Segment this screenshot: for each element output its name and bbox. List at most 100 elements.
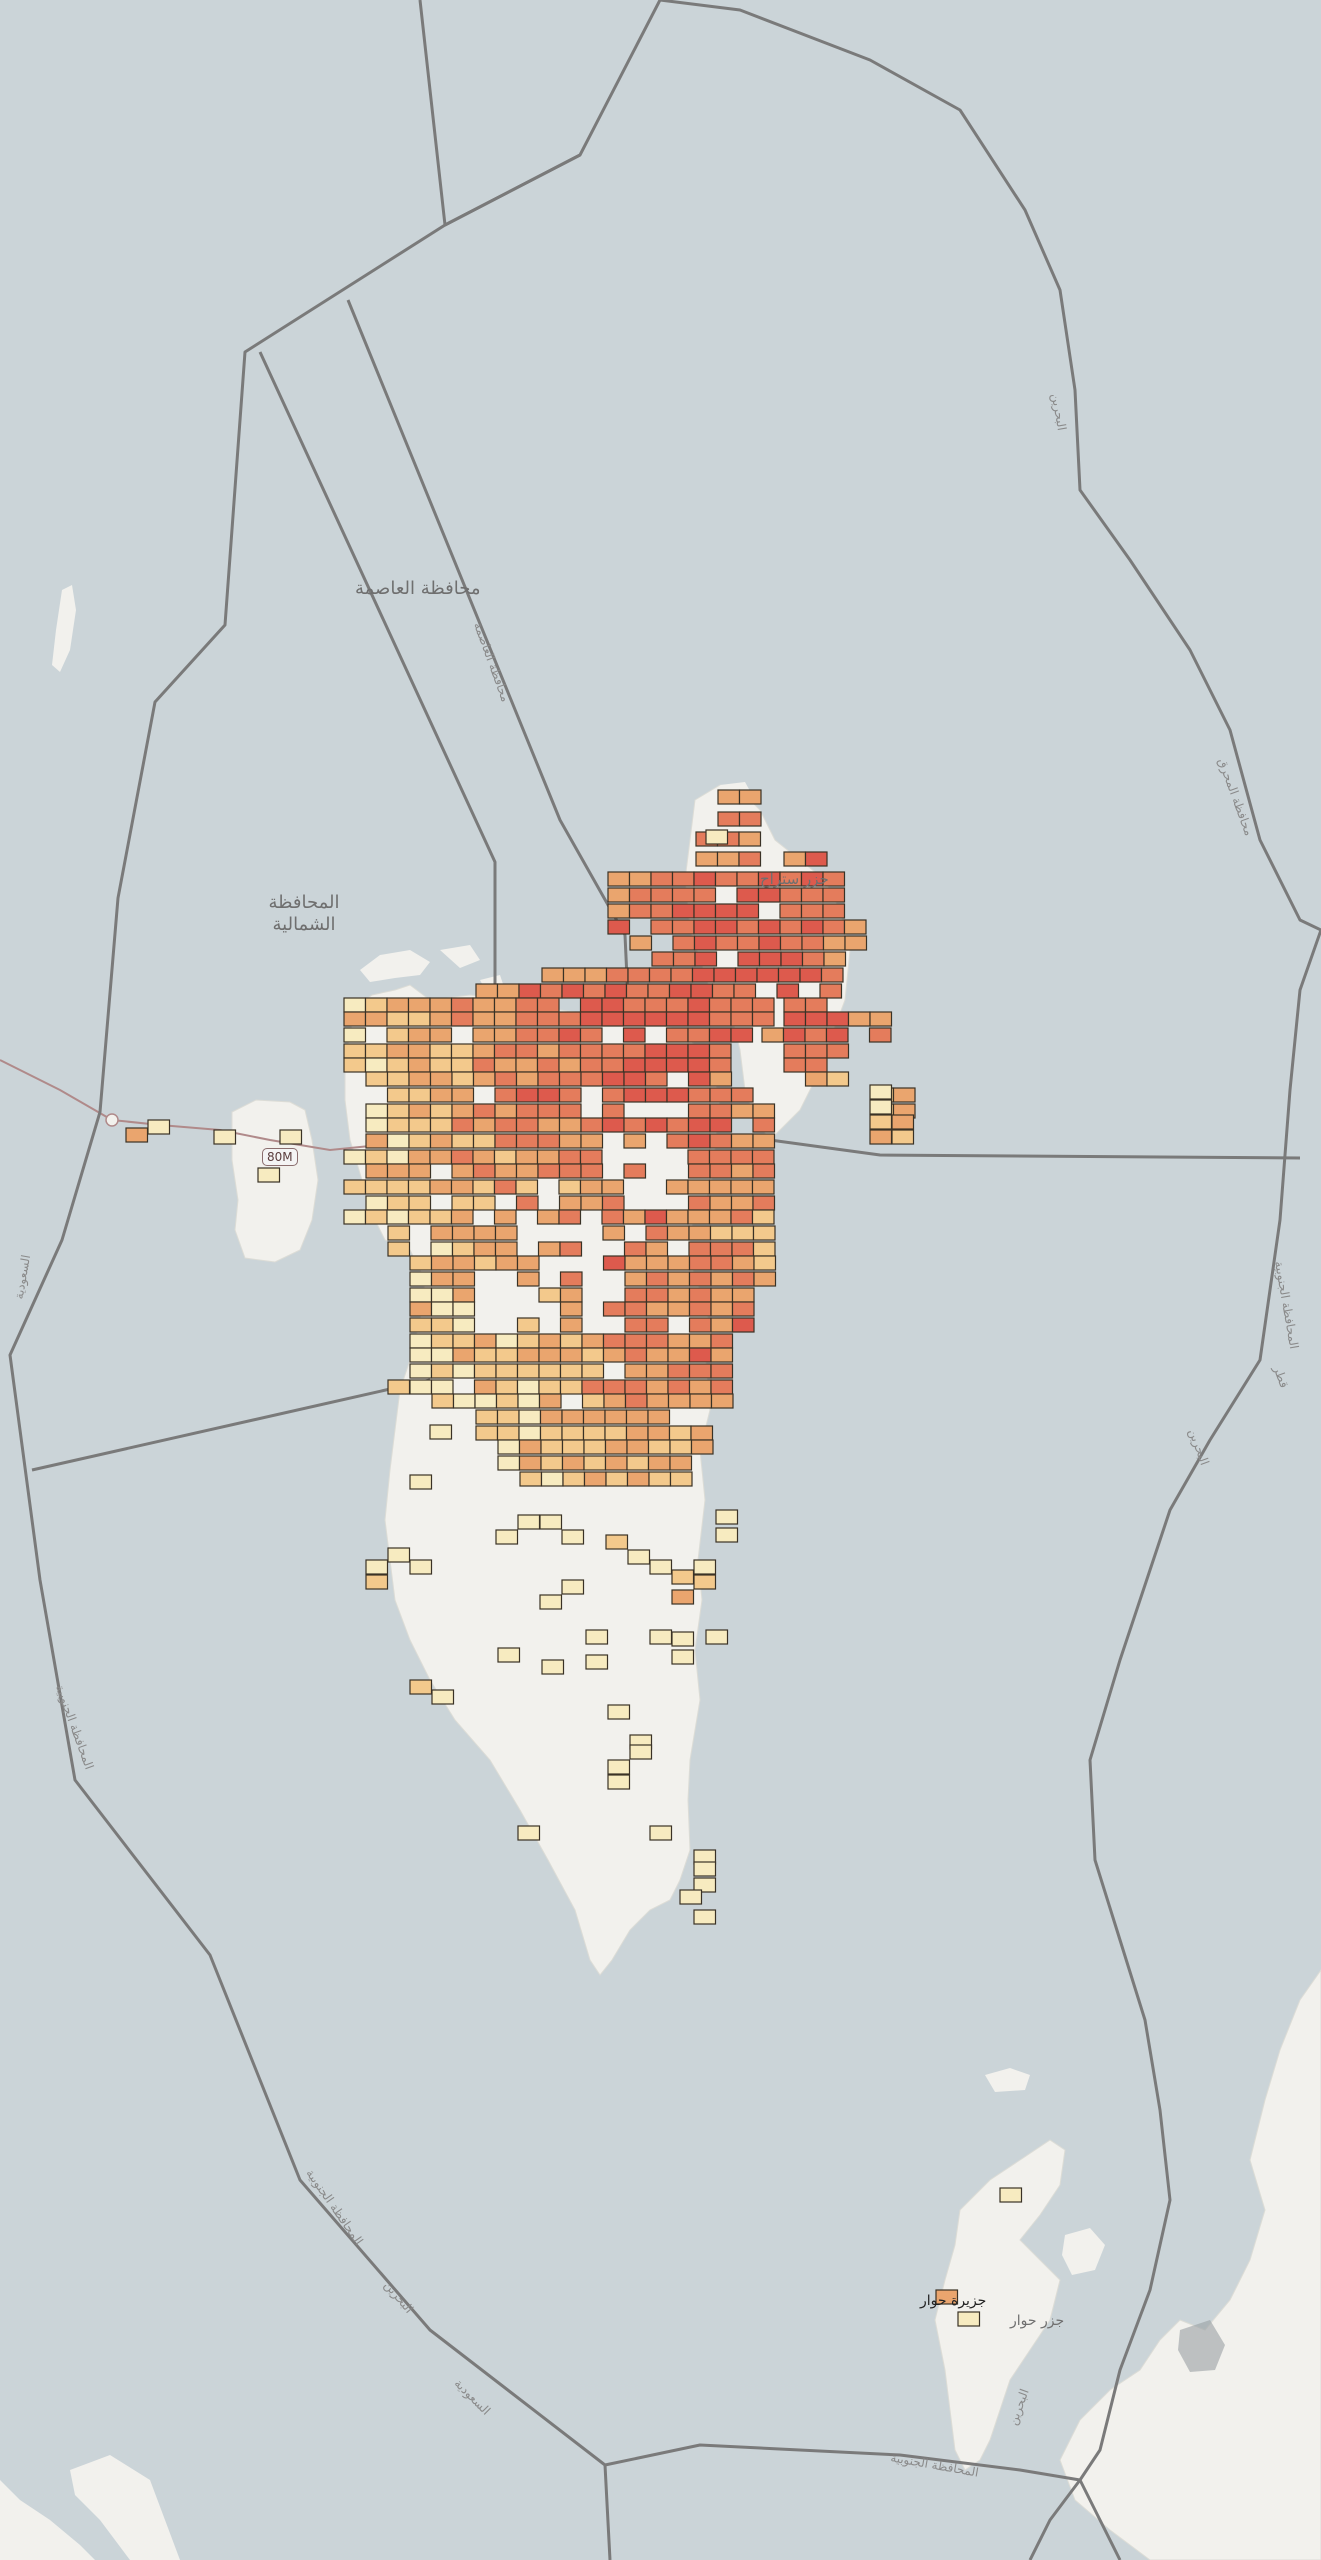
heatmap-cell [751, 997, 775, 1013]
heatmap-cell [622, 1027, 646, 1043]
heatmap-cell [804, 1043, 828, 1059]
heatmap-cell [450, 1043, 474, 1059]
heatmap-cell [257, 1167, 281, 1183]
heatmap-cell [708, 1149, 732, 1165]
heatmap-cell [714, 903, 738, 919]
heatmap-cell [536, 1043, 560, 1059]
heatmap-cell [430, 1271, 454, 1287]
heatmap-cell [738, 831, 762, 847]
heatmap-cell [717, 789, 741, 805]
heatmap-cell [580, 1133, 604, 1149]
heatmap-cell [751, 1011, 775, 1027]
heatmap-cell [644, 997, 668, 1013]
heatmap-cell [601, 1071, 625, 1087]
heatmap-cell [604, 1425, 628, 1441]
heatmap-cell [541, 1659, 565, 1675]
heatmap-cell [601, 1043, 625, 1059]
heatmap-cell [409, 1559, 433, 1575]
heatmap-cell [671, 1649, 695, 1665]
heatmap-cell [644, 1209, 668, 1225]
heatmap-cell [429, 997, 453, 1013]
heatmap-cell [558, 1011, 582, 1027]
heatmap-cell [801, 951, 825, 967]
heatmap-cell [607, 903, 631, 919]
heatmap-cell [536, 1209, 560, 1225]
heatmap-cell [667, 1347, 691, 1363]
heatmap-cell [452, 1301, 476, 1317]
heatmap-cell [539, 1514, 563, 1530]
heatmap-cell [709, 1117, 733, 1133]
heatmap-cell [602, 1333, 626, 1349]
heatmap-cell [429, 1087, 453, 1103]
heatmap-cell [515, 1195, 539, 1211]
heatmap-cell [518, 983, 542, 999]
heatmap-cell [687, 1133, 711, 1149]
heatmap-cell [647, 1439, 671, 1455]
heatmap-cell [645, 1225, 669, 1241]
heatmap-cell [147, 1119, 171, 1135]
heatmap-cell [751, 1209, 775, 1225]
heatmap-cell [935, 2289, 959, 2305]
heatmap-cell [624, 1317, 648, 1333]
heatmap-cell [804, 1071, 828, 1087]
heatmap-cell [493, 1209, 517, 1225]
heatmap-cell [474, 1393, 498, 1409]
heatmap-cell [429, 1027, 453, 1043]
heatmap-cell [386, 1133, 410, 1149]
heatmap-cell [429, 1103, 453, 1119]
heatmap-cell [708, 1179, 732, 1195]
heatmap-cell [604, 1409, 628, 1425]
heatmap-cell [688, 1347, 712, 1363]
heatmap-cell [429, 1011, 453, 1027]
heatmap-cell [601, 1057, 625, 1073]
heatmap-cell [539, 1594, 563, 1610]
heatmap-cell [687, 1103, 711, 1119]
heatmap-cell [515, 1103, 539, 1119]
heatmap-cell [730, 1027, 754, 1043]
heatmap-cell [558, 1027, 582, 1043]
heatmap-cell [603, 1393, 627, 1409]
heatmap-cell [364, 1209, 388, 1225]
heatmap-cell [472, 1133, 496, 1149]
heatmap-cell [709, 1087, 733, 1103]
heatmap-cell [561, 983, 585, 999]
heatmap-cell [516, 1363, 540, 1379]
heatmap-cell [562, 967, 586, 983]
heatmap-cell [515, 1011, 539, 1027]
heatmap-cell [645, 1271, 669, 1287]
heatmap-cell [756, 967, 780, 983]
heatmap-cell [731, 1225, 755, 1241]
heatmap-cell [624, 1363, 648, 1379]
heatmap-cell [730, 1133, 754, 1149]
heatmap-cell [625, 1425, 649, 1441]
heatmap-cell [387, 1241, 411, 1257]
heatmap-cell [650, 919, 674, 935]
heatmap-cell [753, 1255, 777, 1271]
heatmap-cell [607, 919, 631, 935]
heatmap-cell [605, 1534, 629, 1550]
heatmap-cell [580, 1071, 604, 1087]
heatmap-cell [213, 1129, 237, 1145]
heatmap-cell [688, 1287, 712, 1303]
heatmap-cell [430, 1379, 454, 1395]
heatmap-cell [752, 1103, 776, 1119]
heatmap-cell [666, 1225, 690, 1241]
heatmap-cell [496, 983, 520, 999]
heatmap-cell [736, 903, 760, 919]
heatmap-cell [869, 1099, 893, 1115]
heatmap-cell [429, 1057, 453, 1073]
heatmap-cell [624, 1393, 648, 1409]
heatmap-cell [669, 1455, 693, 1471]
heatmap-cell [495, 1379, 519, 1395]
heatmap-cell [518, 1425, 542, 1441]
heatmap-cell [430, 1287, 454, 1303]
heatmap-cell [429, 1209, 453, 1225]
heatmap-cell [452, 1347, 476, 1363]
heatmap-cell [624, 1271, 648, 1287]
heatmap-cell [386, 1117, 410, 1133]
heatmap-cell [430, 1301, 454, 1317]
heatmap-cell [649, 1559, 673, 1575]
heatmap-cell [757, 887, 781, 903]
